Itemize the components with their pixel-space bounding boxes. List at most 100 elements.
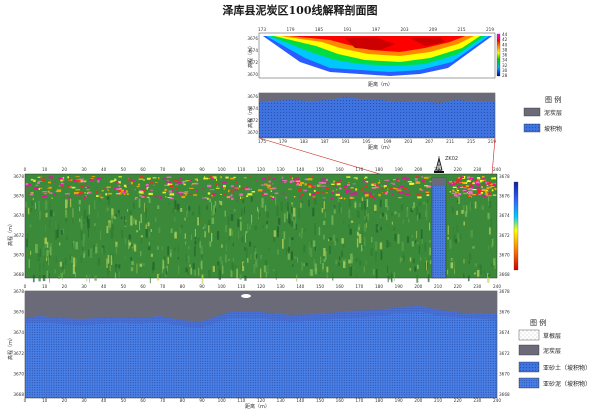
colorbar-tick-label: 40 — [502, 42, 508, 47]
interp-x-tick-label: 80 — [180, 284, 186, 289]
main-legend-peat: 泥炭层 — [543, 347, 561, 355]
main-y-tick-label: 3668 — [13, 272, 24, 277]
interp-x-tick-label-bottom: 170 — [355, 398, 363, 403]
top-interp-x-label: 距离（m） — [368, 144, 393, 151]
interp-x-tick-label-bottom: 80 — [180, 398, 186, 403]
interp-x-tick-label-bottom: 220 — [454, 398, 462, 403]
main-legend-title: 图 例 — [530, 318, 546, 327]
main-x-tick-label: 150 — [316, 167, 324, 172]
interp-y-tick-label-right: 3674 — [499, 330, 510, 335]
interp-x-tick-label-bottom: 120 — [257, 398, 265, 403]
main-y-tick-label-right: 3676 — [499, 194, 510, 199]
interp-x-tick-label: 190 — [395, 284, 403, 289]
interp-x-tick-label-bottom: 130 — [277, 398, 285, 403]
interp-x-tick-label: 220 — [454, 284, 462, 289]
interp-y-tick-label: 3674 — [13, 330, 24, 335]
main-x-tick-label: 40 — [101, 167, 107, 172]
top-profile-y-label: 高程（m） — [247, 43, 254, 68]
top-interp-x-tick-label: 207 — [425, 139, 433, 144]
interp-x-tick-label-bottom: 140 — [296, 398, 304, 403]
top-interp-x-tick-label: 195 — [363, 139, 371, 144]
legend-swatch-mud — [518, 377, 540, 389]
interp-x-tick-label: 200 — [414, 284, 422, 289]
top-legend-title: 图 例 — [545, 95, 561, 104]
main-x-tick-label: 210 — [434, 167, 442, 172]
top-x-tick-label: 209 — [429, 27, 437, 32]
interp-y-tick-label: 3678 — [13, 289, 24, 294]
legend-swatch-peat2 — [518, 344, 540, 356]
top-x-tick-label: 173 — [258, 27, 266, 32]
interp-x-tick-label: 70 — [160, 284, 166, 289]
main-x-tick-label: 30 — [81, 167, 87, 172]
interp-y-tick-label-right: 3668 — [499, 392, 510, 397]
top-profile-x-label: 距离（m） — [368, 81, 393, 88]
main-x-tick-label: 110 — [237, 167, 245, 172]
interp-y-tick-label-right: 3678 — [499, 289, 510, 294]
top-y-tick-label: 3672 — [247, 60, 258, 65]
main-legend-sand: 亚砂土（坡积物） — [543, 364, 591, 372]
main-y-tick-label: 3676 — [13, 194, 24, 199]
interp-x-tick-label-bottom: 150 — [316, 398, 324, 403]
colorbar-tick-label: 28 — [502, 73, 508, 78]
top-interp-y-tick-label: 3676 — [247, 94, 258, 99]
main-interp-y-ticks-left: 3678 3676 3674 3672 3670 3668 — [13, 289, 24, 397]
main-x-tick-label: 60 — [140, 167, 146, 172]
interp-x-tick-label: 160 — [336, 284, 344, 289]
main-y-tick-label-right: 3674 — [499, 213, 510, 218]
interp-y-tick-label: 3672 — [13, 351, 24, 356]
interp-x-tick-label-bottom: 90 — [199, 398, 205, 403]
main-y-tick-label: 3674 — [13, 213, 24, 218]
main-y-tick-label: 3678 — [13, 174, 24, 179]
top-interp-x-tick-label: 175 — [258, 139, 266, 144]
interp-x-tick-label: 170 — [355, 284, 363, 289]
interp-x-tick-label: 240 — [493, 284, 501, 289]
interp-x-tick-label: 140 — [296, 284, 304, 289]
main-profile-y-label: 高程（m） — [7, 221, 14, 246]
top-interp-y-tick-label: 3670 — [247, 130, 258, 135]
drill-label: ZK02 — [445, 156, 458, 162]
interp-x-tick-label-bottom: 190 — [395, 398, 403, 403]
top-interp-y-tick-label: 3674 — [247, 106, 258, 111]
main-profile-y-ticks-right: 3678 3676 3674 3672 3670 3668 — [499, 174, 510, 277]
top-profile-y-ticks: 3676 3674 3672 3670 — [247, 36, 258, 77]
top-x-tick-label: 219 — [486, 27, 494, 32]
main-x-tick-label: 10 — [42, 167, 48, 172]
interp-x-tick-label-bottom: 230 — [473, 398, 481, 403]
interp-x-tick-label: 90 — [199, 284, 205, 289]
main-x-tick-label: 190 — [395, 167, 403, 172]
top-x-tick-label: 179 — [287, 27, 295, 32]
colorbar-tick-label: 36 — [502, 53, 508, 58]
main-y-tick-label-right: 3672 — [499, 233, 510, 238]
interp-x-tick-label-bottom: 20 — [62, 398, 68, 403]
interp-x-tick-label-bottom: 200 — [414, 398, 422, 403]
interp-x-tick-label: 210 — [434, 284, 442, 289]
main-interp-x-ticks: 0 10 20 30 40 50 60 70 80 90 100 110 120 130 140 150 160… — [24, 284, 502, 403]
main-interpretation-section: 0 10 20 30 40 50 60 70 80 90 100 110 120 130 140 150 160… — [7, 284, 510, 410]
interp-x-tick-label-bottom: 0 — [24, 398, 27, 403]
top-legend-slope: 坡积物 — [544, 125, 562, 133]
interp-y-tick-label-right: 3670 — [499, 371, 510, 376]
interp-x-tick-label-bottom: 40 — [101, 398, 107, 403]
main-interp-x-label: 距离（m） — [245, 403, 270, 410]
legend-swatch-sand — [518, 361, 540, 373]
main-x-tick-label: 80 — [180, 167, 186, 172]
interp-x-tick-label: 130 — [277, 284, 285, 289]
main-x-tick-label: 20 — [62, 167, 68, 172]
interp-x-tick-label: 40 — [101, 284, 107, 289]
colorbar-tick-label: 44 — [502, 32, 508, 37]
interp-x-tick-label-bottom: 50 — [121, 398, 127, 403]
top-x-tick-label: 197 — [372, 27, 380, 32]
top-x-tick-label: 185 — [315, 27, 323, 32]
interp-x-tick-label-bottom: 210 — [434, 398, 442, 403]
main-x-tick-label: 90 — [199, 167, 205, 172]
top-interp-x-tick-label: 179 — [279, 139, 287, 144]
top-legend: 图 例 泥炭层 坡积物 — [523, 95, 562, 133]
main-x-tick-label: 50 — [121, 167, 127, 172]
interp-y-tick-label: 3670 — [13, 371, 24, 376]
interp-x-tick-label-bottom: 100 — [218, 398, 226, 403]
drill-column — [431, 177, 447, 279]
main-x-tick-label: 170 — [355, 167, 363, 172]
interp-x-tick-label: 60 — [140, 284, 146, 289]
main-legend-mud: 亚砂泥（坡积物） — [543, 380, 591, 388]
